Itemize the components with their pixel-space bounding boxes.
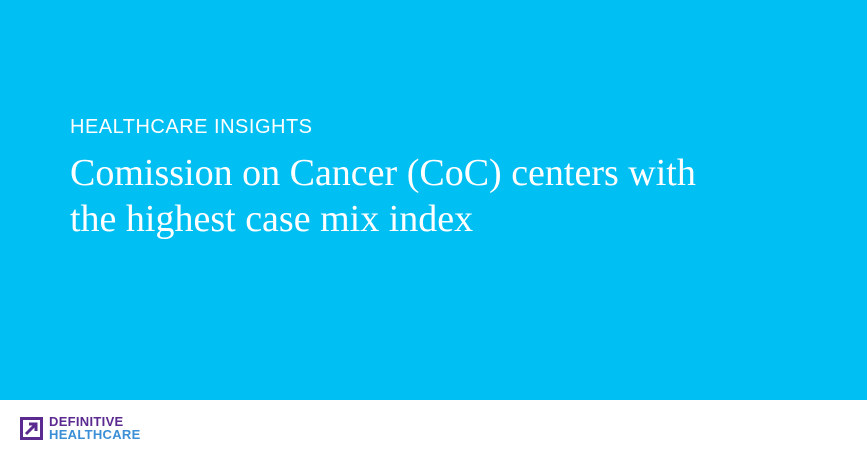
logo-line: DEFINITIVE xyxy=(49,414,124,429)
title-line: Comission on Cancer (CoC) centers with xyxy=(70,152,696,194)
title: Comission on Cancer (CoC) centers with t… xyxy=(70,150,696,242)
title-line: the highest case mix index xyxy=(70,198,474,240)
logo-line: HEALTHCARE xyxy=(49,427,141,442)
hero-banner: HEALTHCARE INSIGHTS Comission on Cancer … xyxy=(0,0,867,400)
logo-icon xyxy=(20,417,43,440)
eyebrow: HEALTHCARE INSIGHTS xyxy=(70,116,313,138)
logo-text: DEFINITIVE HEALTHCARE xyxy=(49,415,141,441)
footer: DEFINITIVE HEALTHCARE xyxy=(0,400,867,456)
